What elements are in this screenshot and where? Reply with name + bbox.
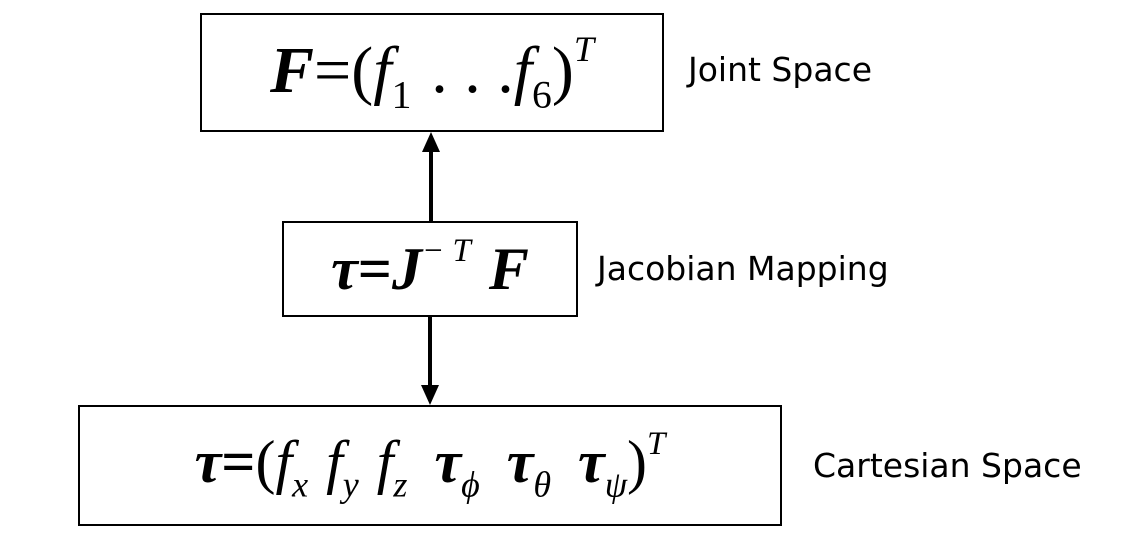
cartesian-space-formula-box: τ=(fx fy fz τϕ τθ τψ)T [78,405,782,526]
force-vector-symbol: F [270,33,315,107]
f6-subscript: 6 [532,72,552,117]
f1-symbol: f [373,33,392,107]
joint-formula: F=(f1. . .f6)T [270,28,594,118]
cartesian-formula: τ=(fx fy fz τϕ τθ τψ)T [195,426,666,505]
f1-subscript: 1 [391,72,412,117]
fy-symbol: f [326,428,343,495]
close-paren: ) [551,33,574,107]
inverse-transpose-superscript: − T [421,233,471,270]
jacobian-mapping-formula-box: τ=J− T F [282,221,578,317]
jacobian-mapping-label: Jacobian Mapping [597,249,889,288]
jacobian-symbol: J [391,236,422,303]
fz-subscript: z [393,464,408,505]
fx-subscript: x [292,464,309,505]
joint-space-formula-box: F=(f1. . .f6)T [200,13,664,132]
jacobian-formula: τ=J− T F [331,233,529,304]
arrow-down-to-cartesian-space [421,317,439,405]
transpose-superscript: T [573,28,594,69]
tau-phi-symbol: τ [434,428,462,495]
transpose-superscript: T [647,425,666,462]
open-paren: ( [351,33,374,107]
tau-symbol: τ [194,428,222,495]
fz-symbol: f [376,428,394,495]
open-paren: ( [255,428,276,495]
fy-subscript: y [342,464,359,505]
equals-sign: = [314,33,352,107]
ellipsis: . . . [431,33,514,107]
fx-symbol: f [275,428,293,495]
force-vector-symbol: F [488,236,529,303]
joint-space-label: Joint Space [688,50,872,89]
f6-symbol: f [513,33,533,107]
close-paren: ) [627,428,648,495]
equals-sign: = [221,428,256,495]
tau-theta-symbol: τ [506,428,534,495]
tau-theta-subscript: θ [533,464,552,505]
arrow-up-to-joint-space [422,132,440,221]
tau-phi-subscript: ϕ [461,464,480,505]
tau-psi-subscript: ψ [604,464,628,505]
tau-psi-symbol: τ [578,428,605,495]
cartesian-space-label: Cartesian Space [813,446,1082,485]
tau-symbol: τ [331,236,358,303]
equals-sign: = [357,236,392,303]
